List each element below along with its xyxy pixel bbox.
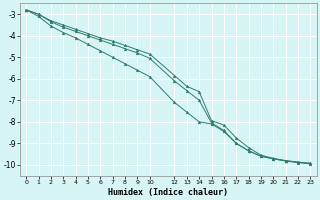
X-axis label: Humidex (Indice chaleur): Humidex (Indice chaleur) — [108, 188, 228, 197]
